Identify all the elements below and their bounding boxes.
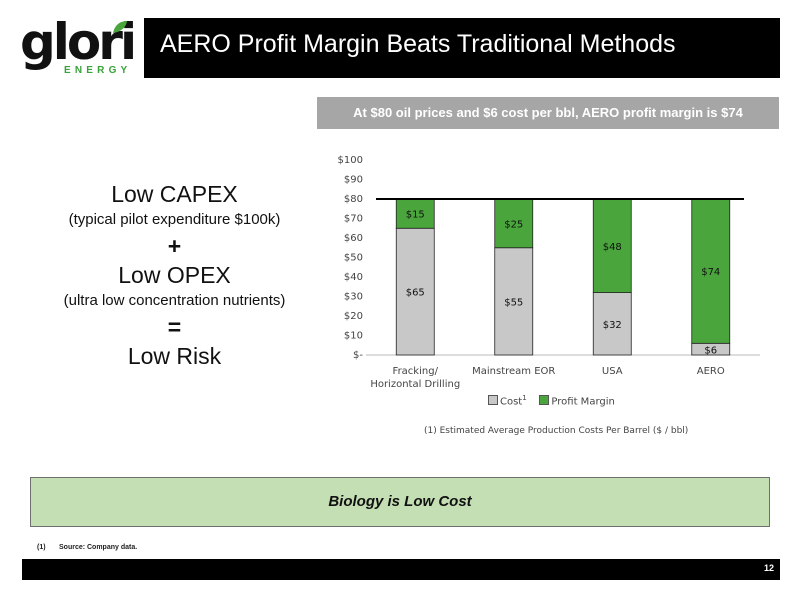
bar-cost [592, 292, 632, 356]
leaf-icon [113, 21, 127, 33]
legend-swatch-cost [488, 395, 498, 406]
profit-margin-chart: $- $10 $20 $30 $40 $50 $60 $70 $80 $90 $100 $65 $15 F… [320, 150, 780, 450]
low-capex-heading: Low CAPEX [111, 181, 238, 207]
y-tick-label: $50 [344, 253, 363, 264]
legend-swatch-profit [539, 395, 550, 406]
footnote-number: (1) [37, 544, 46, 551]
y-tick-label: $100 [338, 155, 363, 166]
y-tick-label: $60 [344, 233, 363, 244]
x-tick-label: Horizontal Drilling [370, 379, 460, 390]
footnote-text: Source: Company data. [59, 544, 138, 551]
capex-detail: (typical pilot expenditure $100k) [68, 211, 281, 228]
y-tick-label: $- [353, 350, 363, 361]
equals-sign: = [167, 314, 182, 340]
legend-footnote-marker: 1 [522, 394, 527, 402]
low-opex-heading: Low OPEX [118, 262, 231, 288]
data-label: $74 [701, 267, 720, 278]
footer-bar: 12 [22, 559, 780, 580]
title-bar: AERO Profit Margin Beats Traditional Met… [144, 18, 780, 78]
data-label: $25 [504, 219, 523, 230]
bar-profit [395, 198, 435, 229]
headline-banner: At $80 oil prices and $6 cost per bbl, A… [317, 97, 779, 129]
plus-sign: + [167, 233, 182, 259]
x-tick-label: Mainstream EOR [472, 366, 555, 377]
low-risk-heading: Low Risk [127, 343, 222, 369]
y-tick-label: $90 [344, 175, 363, 186]
logo-subtext: ENERGY [64, 65, 132, 76]
bar-profit [494, 198, 534, 249]
y-tick-label: $20 [344, 311, 363, 322]
legend-label-cost: Cost [500, 396, 523, 408]
page-number: 12 [763, 563, 774, 573]
y-tick-label: $70 [344, 214, 363, 225]
bar-cost [395, 227, 435, 356]
y-tick-label: $80 [344, 194, 363, 205]
glori-energy-logo: glori ENERGY [20, 13, 137, 84]
x-tick-label: Fracking/ [393, 366, 439, 377]
y-tick-label: $40 [344, 272, 363, 283]
chart-plot: $- $10 $20 $30 $40 $50 $60 $70 $80 $90 $100 $65 $15 F… [338, 155, 760, 390]
left-panel: Low CAPEX (typical pilot expenditure $10… [52, 180, 297, 370]
logo-wordmark: glori [20, 13, 137, 71]
x-tick-label: USA [602, 366, 623, 377]
data-label: $32 [603, 320, 622, 331]
data-label: $15 [406, 210, 425, 221]
callout-banner: Biology is Low Cost [30, 477, 770, 527]
legend-label-profit: Profit Margin [551, 396, 615, 408]
bar-cost [494, 247, 534, 356]
y-tick-label: $30 [344, 292, 363, 303]
data-label: $6 [704, 345, 717, 356]
x-tick-label: AERO [697, 366, 725, 377]
bar-profit [691, 198, 731, 344]
opex-detail: (ultra low concentration nutrients) [63, 292, 286, 309]
y-tick-label: $10 [344, 331, 363, 342]
footnote: (1) Source: Company data. [37, 544, 137, 551]
data-label: $65 [406, 288, 425, 299]
chart-legend: Cost1 Profit Margin [488, 394, 615, 407]
page-title: AERO Profit Margin Beats Traditional Met… [160, 30, 676, 58]
data-label: $55 [504, 297, 523, 308]
bar-profit [592, 198, 632, 293]
data-label: $48 [603, 242, 622, 253]
chart-note: (1) Estimated Average Production Costs P… [424, 426, 689, 436]
